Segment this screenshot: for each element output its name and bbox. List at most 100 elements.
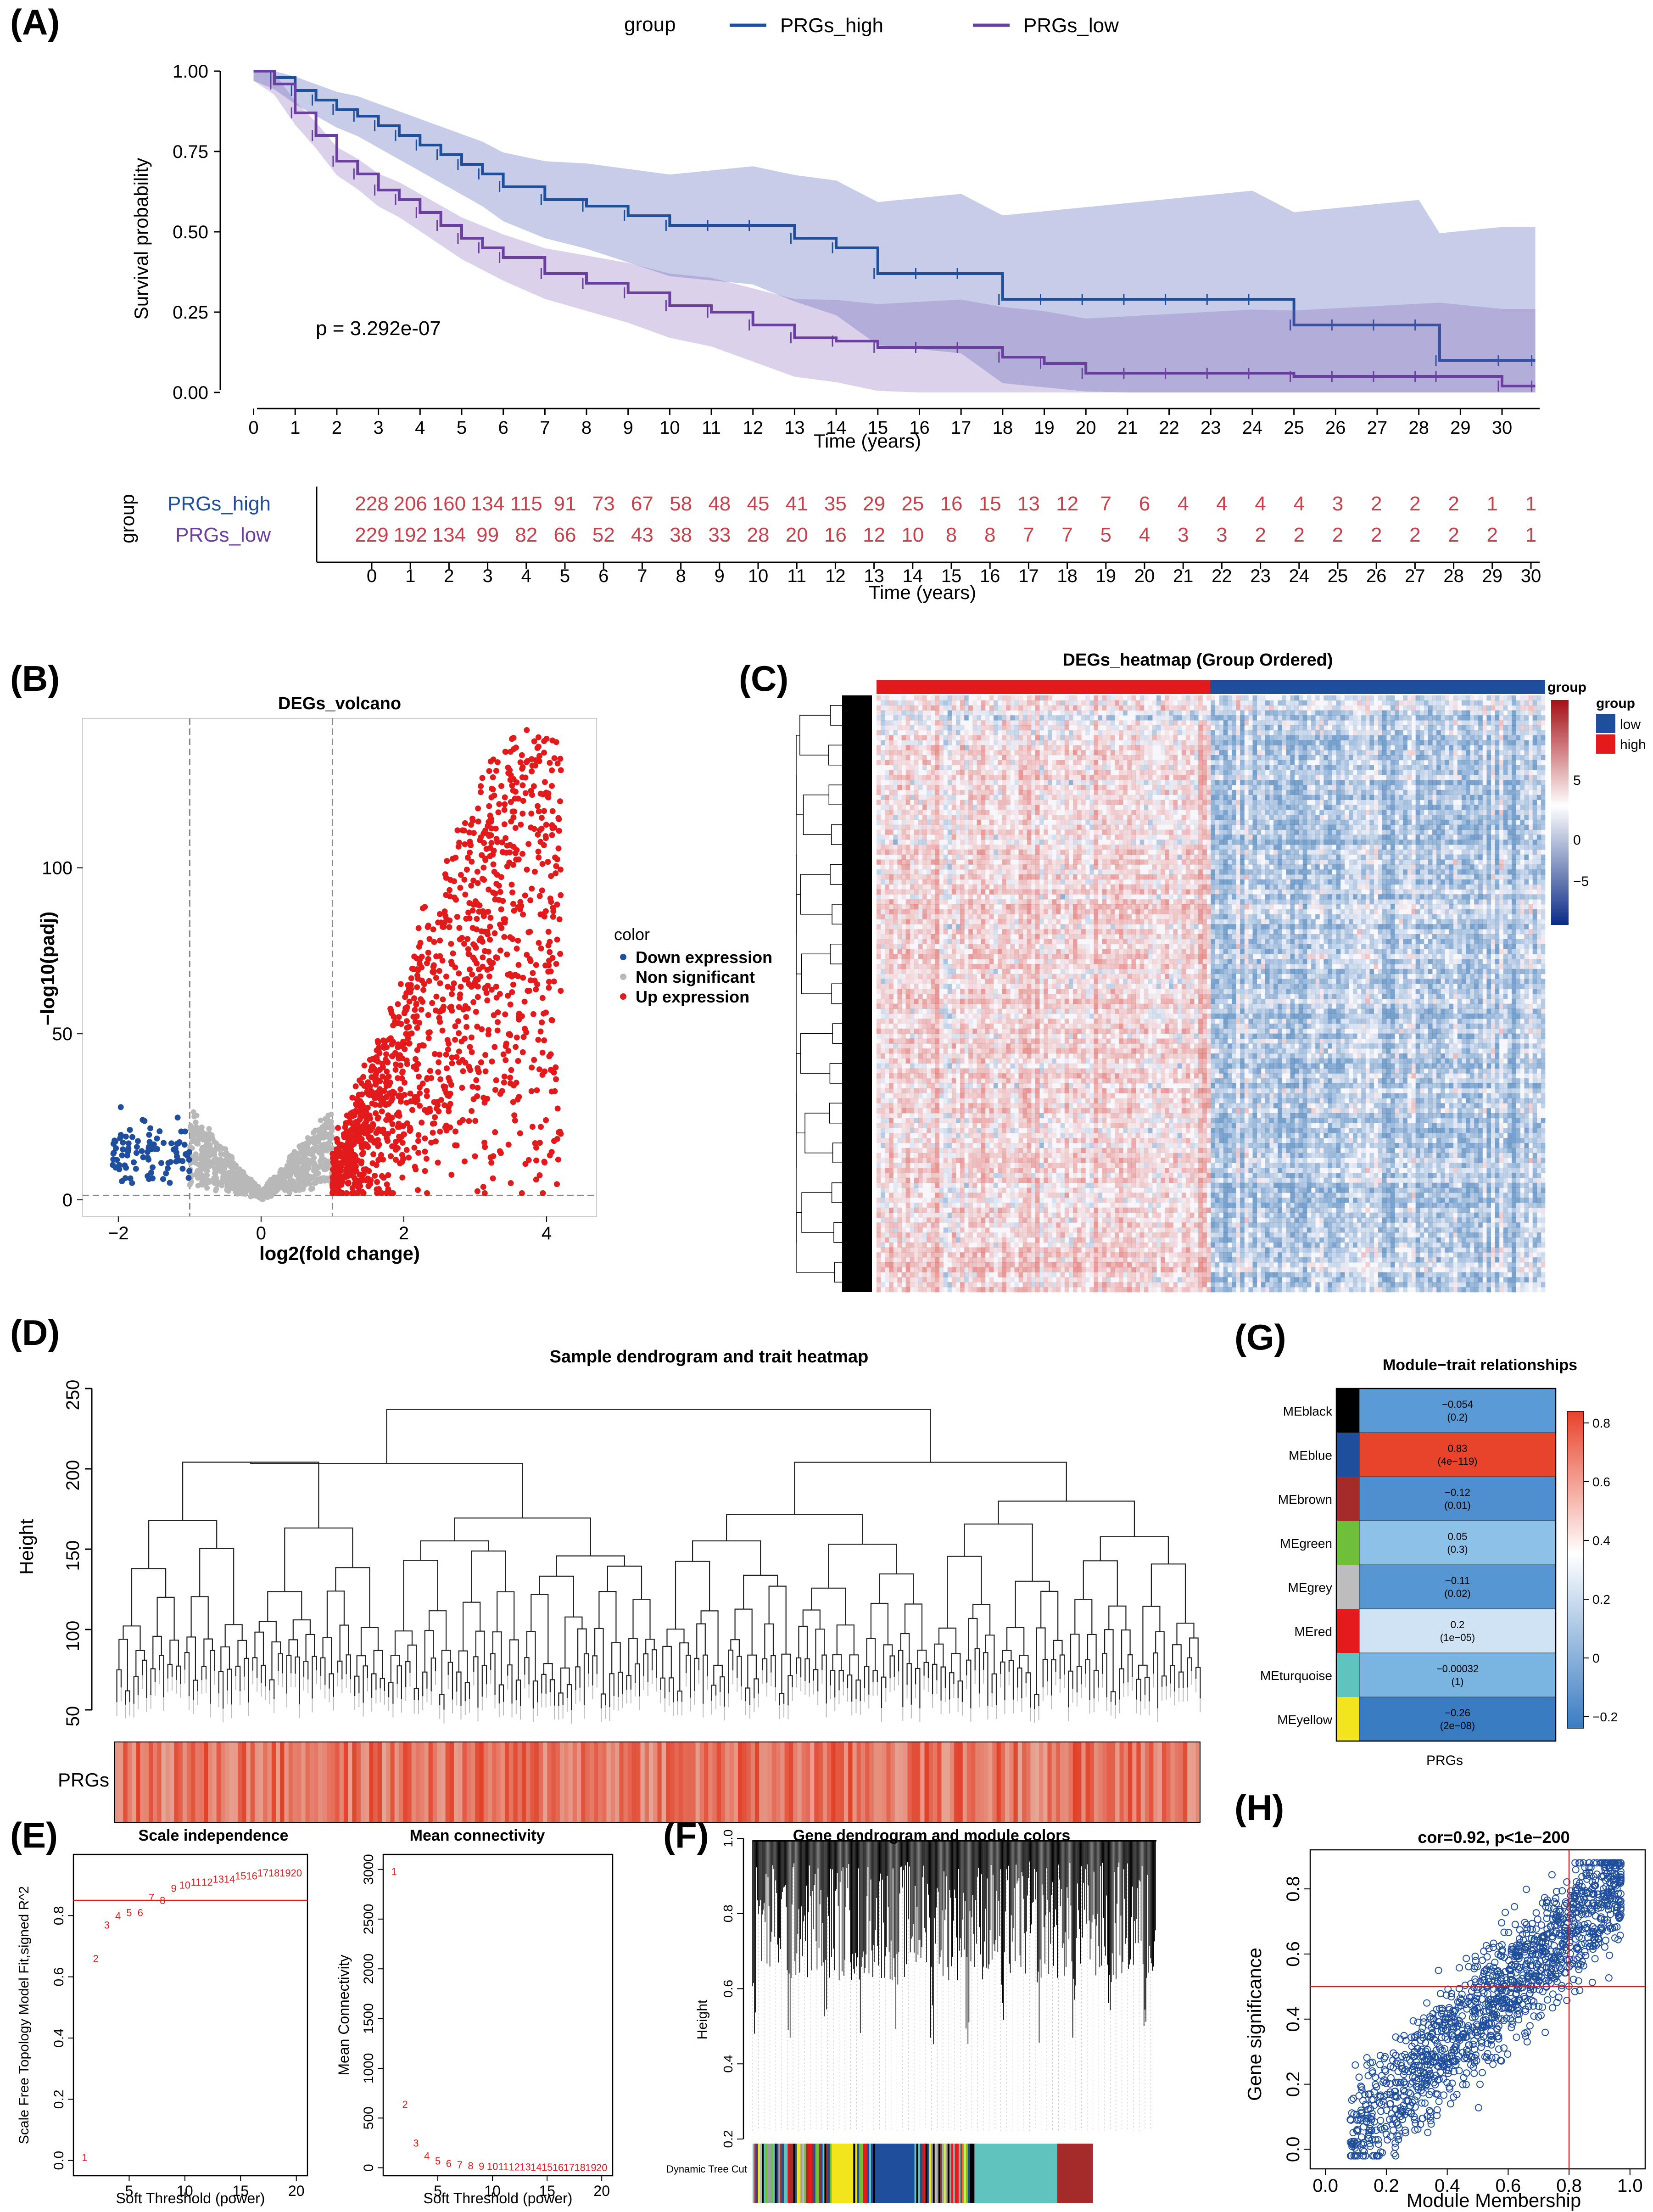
heatmap-cell bbox=[1294, 700, 1299, 706]
volcano-point-up bbox=[463, 1014, 469, 1020]
volcano-point-up bbox=[346, 1152, 353, 1159]
volcano-point-down bbox=[110, 1150, 117, 1157]
heatmap-cell bbox=[1340, 765, 1345, 770]
heatmap-cell bbox=[1298, 730, 1303, 735]
heatmap-cell bbox=[1399, 745, 1403, 750]
heatmap-cell bbox=[985, 745, 990, 750]
heatmap-cell bbox=[1006, 730, 1011, 735]
heatmap-cell bbox=[1135, 715, 1140, 721]
heatmap-cell bbox=[1064, 715, 1069, 721]
km-xtick-label: 21 bbox=[1117, 418, 1138, 438]
volcano-point-up bbox=[536, 808, 542, 815]
heatmap-cell bbox=[1528, 730, 1533, 735]
heatmap-cell bbox=[1252, 715, 1257, 721]
heatmap-cell bbox=[1344, 775, 1349, 780]
heatmap-cell bbox=[1403, 715, 1407, 721]
heatmap-cell bbox=[905, 725, 910, 731]
heatmap-cell bbox=[951, 770, 956, 775]
heatmap-cell bbox=[1219, 700, 1224, 706]
volcano-point-up bbox=[483, 846, 490, 852]
heatmap-cell bbox=[1512, 715, 1516, 721]
heatmap-cell bbox=[1470, 760, 1474, 765]
heatmap-cell bbox=[1290, 710, 1295, 716]
volcano-point-up bbox=[356, 1092, 362, 1098]
heatmap-cell bbox=[1039, 710, 1044, 716]
volcano-point-up bbox=[419, 953, 425, 960]
volcano-point-up bbox=[520, 798, 526, 804]
heatmap-cell bbox=[1048, 710, 1052, 716]
heatmap-cell bbox=[1064, 725, 1069, 731]
risk-count: 2 bbox=[1371, 524, 1382, 546]
heatmap-cell bbox=[951, 760, 956, 765]
volcano-point-ns bbox=[205, 1150, 211, 1156]
heatmap-cell bbox=[956, 695, 961, 701]
volcano-point-up bbox=[536, 940, 542, 946]
heatmap-cell bbox=[1068, 695, 1073, 701]
heatmap-cell bbox=[1248, 770, 1253, 775]
volcano-point-up bbox=[415, 1132, 422, 1138]
heatmap-cell bbox=[1524, 750, 1529, 756]
heatmap-cell bbox=[1010, 715, 1015, 721]
volcano-point-up bbox=[399, 1174, 406, 1181]
volcano-point-ns bbox=[287, 1154, 293, 1160]
heatmap-cell bbox=[1018, 750, 1023, 756]
heatmap-cell bbox=[964, 715, 969, 721]
volcano-point-up bbox=[493, 954, 499, 961]
km-xtick-label: 24 bbox=[1242, 418, 1263, 438]
heatmap-cell bbox=[1022, 735, 1028, 740]
heatmap-cell bbox=[1027, 700, 1032, 706]
heatmap-cell bbox=[1039, 765, 1044, 770]
heatmap-cell bbox=[994, 780, 998, 785]
volcano-point-up bbox=[502, 794, 508, 801]
heatmap-cell bbox=[1022, 750, 1028, 756]
heatmap-cell bbox=[1512, 775, 1516, 780]
heatmap-cell bbox=[1265, 710, 1270, 716]
panel-label-b: (B) bbox=[10, 658, 60, 699]
volcano-point-up bbox=[447, 1078, 453, 1084]
volcano-point-up bbox=[492, 896, 498, 903]
volcano-point-up bbox=[409, 1107, 415, 1113]
volcano-point-up bbox=[519, 851, 525, 857]
volcano-point-up bbox=[495, 809, 502, 816]
heatmap-cell bbox=[1027, 705, 1032, 711]
volcano-point-up bbox=[374, 1190, 380, 1196]
heatmap-cell bbox=[1002, 710, 1006, 716]
heatmap-cell bbox=[1022, 760, 1028, 765]
heatmap-cell bbox=[1307, 715, 1312, 721]
heatmap-cell bbox=[964, 730, 969, 735]
volcano-point-down bbox=[181, 1142, 188, 1148]
volcano-point-up bbox=[449, 1060, 455, 1066]
risk-count: 67 bbox=[631, 493, 653, 515]
heatmap-cell bbox=[1449, 705, 1454, 711]
heatmap-cell bbox=[918, 745, 923, 750]
heatmap-cell bbox=[922, 755, 927, 761]
volcano-point-up bbox=[477, 837, 483, 843]
heatmap-cell bbox=[1466, 725, 1470, 731]
heatmap-cell bbox=[885, 725, 889, 731]
heatmap-cell bbox=[1010, 740, 1015, 745]
heatmap-cell bbox=[1457, 740, 1462, 745]
volcano-point-up bbox=[461, 1158, 468, 1165]
heatmap-cell bbox=[1365, 715, 1370, 721]
volcano-point-up bbox=[493, 880, 500, 887]
volcano-point-up bbox=[462, 1003, 469, 1009]
heatmap-cell bbox=[1357, 755, 1362, 761]
heatmap-cell bbox=[1035, 720, 1040, 726]
heatmap-cell bbox=[1156, 760, 1161, 765]
volcano-point-up bbox=[519, 752, 525, 758]
volcano-point-up bbox=[493, 984, 499, 990]
heatmap-cell bbox=[1315, 720, 1320, 726]
heatmap-cell bbox=[1332, 730, 1337, 735]
heatmap-cell bbox=[989, 710, 994, 716]
heatmap-cell bbox=[893, 720, 898, 726]
volcano-point-up bbox=[443, 1052, 449, 1058]
heatmap-cell bbox=[1156, 735, 1161, 740]
volcano-point-up bbox=[431, 1120, 437, 1126]
heatmap-cell bbox=[1466, 720, 1470, 726]
heatmap-cell bbox=[881, 700, 885, 706]
heatmap-cell bbox=[893, 715, 898, 721]
volcano-point-up bbox=[461, 941, 467, 947]
volcano-point-up bbox=[510, 1099, 516, 1105]
heatmap-cell bbox=[1541, 740, 1546, 745]
volcano-point-up bbox=[475, 983, 481, 990]
